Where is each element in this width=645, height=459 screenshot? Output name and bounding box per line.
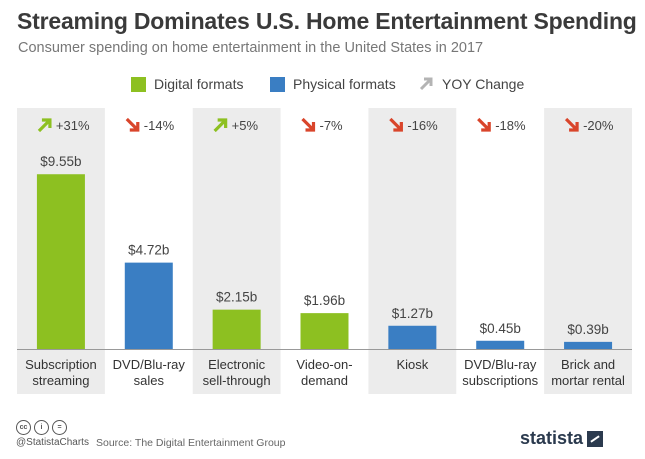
tick-label: Kiosk xyxy=(396,357,428,372)
data-label: $1.96b xyxy=(304,293,345,308)
data-label: $1.27b xyxy=(392,306,433,321)
data-label: $2.15b xyxy=(216,290,257,305)
arrow-down-icon xyxy=(564,117,579,132)
legend-label-physical: Physical formats xyxy=(293,76,396,92)
bar xyxy=(212,309,261,349)
arrow-up-icon xyxy=(213,118,228,133)
yoy-change-label: -18% xyxy=(495,118,526,133)
yoy-change-label: -20% xyxy=(583,118,614,133)
chart-legend: Digital formats Physical formats YOY Cha… xyxy=(0,76,645,94)
legend-swatch-physical xyxy=(270,76,285,92)
yoy-change-label: -14% xyxy=(144,118,175,133)
brand-name: statista xyxy=(520,428,584,448)
yoy-change-label: -16% xyxy=(407,118,438,133)
column-band xyxy=(368,108,457,394)
legend-item-yoy: YOY Change xyxy=(418,76,524,92)
arrow-up-icon xyxy=(419,77,433,91)
bar xyxy=(476,340,525,349)
bar xyxy=(124,262,173,349)
chart-subtitle: Consumer spending on home entertainment … xyxy=(18,40,484,56)
yoy-change-label: +31% xyxy=(56,118,90,133)
data-label: $0.45b xyxy=(480,321,521,336)
data-label: $4.72b xyxy=(128,243,169,258)
attribution-icon: i xyxy=(34,420,49,435)
yoy-change-label: -7% xyxy=(320,118,344,133)
tick-label: sales xyxy=(134,373,165,388)
tick-label: sell-through xyxy=(203,373,271,388)
legend-item-digital: Digital formats xyxy=(131,76,243,92)
arrow-down-icon xyxy=(389,117,403,132)
bar xyxy=(36,174,85,349)
legend-item-physical: Physical formats xyxy=(270,76,396,92)
tick-label: DVD/Blu-ray xyxy=(113,357,186,372)
legend-swatch-digital xyxy=(131,76,146,92)
statista-logo-icon xyxy=(587,430,604,447)
data-label: $9.55b xyxy=(40,154,81,169)
data-label: $0.39b xyxy=(567,322,608,337)
bar xyxy=(564,341,613,349)
tick-label: demand xyxy=(301,373,348,388)
tick-label: mortar rental xyxy=(551,373,625,388)
tick-label: Subscription xyxy=(25,357,97,372)
source-note: Source: The Digital Entertainment Group xyxy=(96,437,286,449)
legend-label-digital: Digital formats xyxy=(154,76,244,92)
column-band xyxy=(192,108,281,394)
statista-logo: statista xyxy=(520,428,604,449)
arrow-up-icon xyxy=(37,118,52,133)
legend-label-yoy: YOY Change xyxy=(442,76,525,92)
arrow-down-icon xyxy=(125,117,140,132)
cc-icon: cc xyxy=(16,420,31,435)
tick-label: Electronic xyxy=(208,357,266,372)
no-derivatives-icon: = xyxy=(52,420,67,435)
yoy-change-label: +5% xyxy=(232,118,259,133)
tick-label: Video-on- xyxy=(296,357,352,372)
bar xyxy=(388,325,437,349)
chart-title: Streaming Dominates U.S. Home Entertainm… xyxy=(17,8,637,34)
column-band xyxy=(544,108,632,394)
bar xyxy=(300,313,349,349)
tick-label: DVD/Blu-ray xyxy=(464,357,537,372)
arrow-down-icon xyxy=(301,117,316,132)
tick-label: streaming xyxy=(32,373,89,388)
tick-label: subscriptions xyxy=(462,373,538,388)
social-handle: @StatistaCharts xyxy=(16,437,89,448)
tick-label: Brick and xyxy=(561,357,615,372)
license-icons: cc i = xyxy=(16,420,67,435)
arrow-down-icon xyxy=(477,117,491,132)
